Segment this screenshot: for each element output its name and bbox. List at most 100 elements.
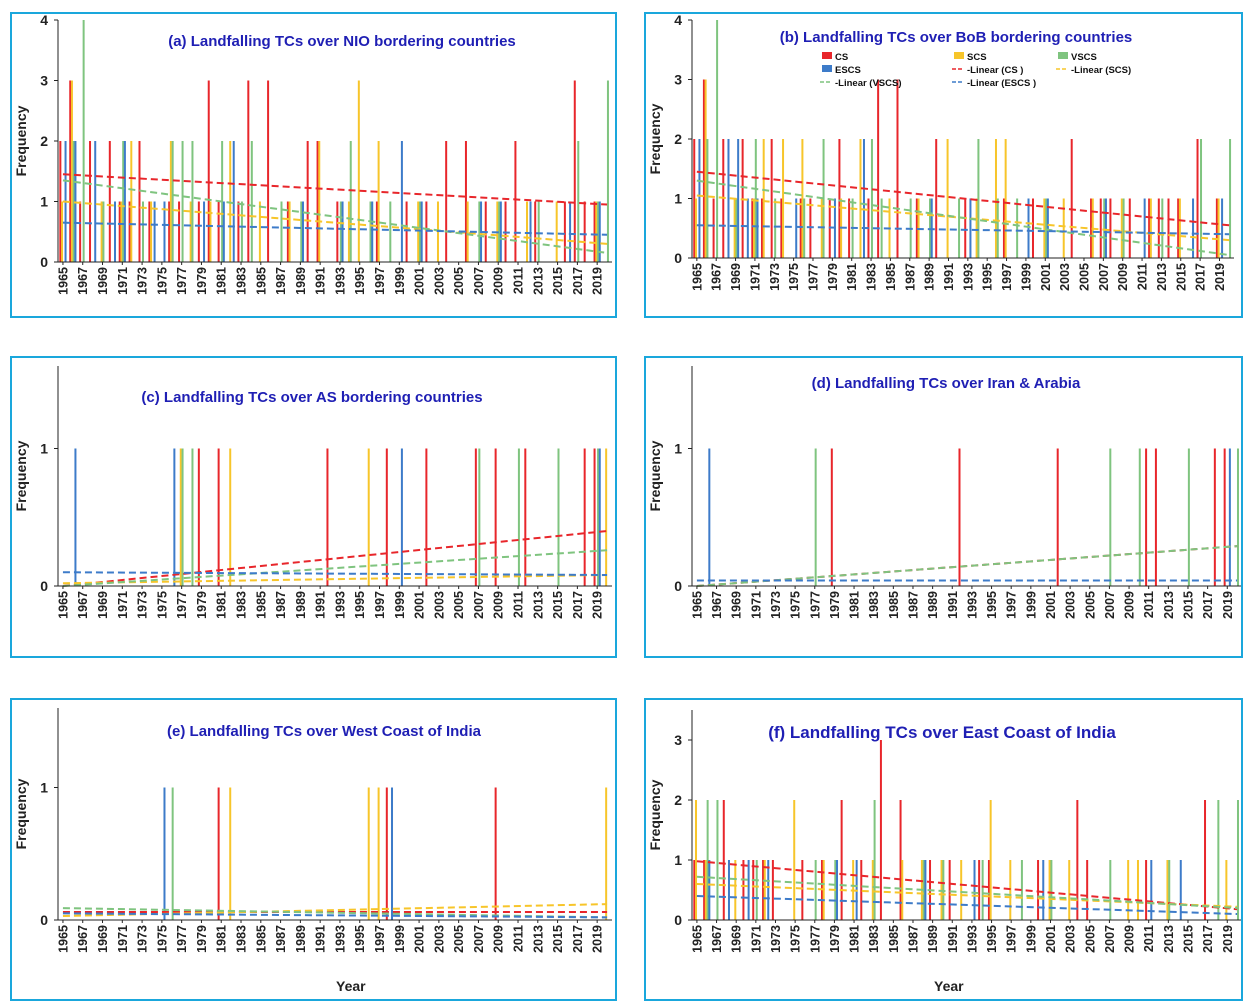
bar-cs bbox=[1177, 198, 1180, 258]
x-tick-label: 1979 bbox=[828, 591, 842, 619]
bar-escs bbox=[1104, 198, 1107, 258]
bar-escs bbox=[153, 201, 156, 262]
bar-escs bbox=[795, 198, 798, 258]
legend-label: -Linear (CS ) bbox=[967, 65, 1023, 76]
x-tick-label: 1975 bbox=[787, 263, 801, 291]
bar-escs bbox=[598, 201, 601, 262]
bar-cs bbox=[69, 80, 72, 262]
x-tick-label: 1999 bbox=[1024, 925, 1038, 953]
bar-cs bbox=[703, 860, 706, 920]
bar-cs bbox=[978, 860, 981, 920]
x-tick-label: 2009 bbox=[1116, 263, 1130, 291]
y-tick-label: 2 bbox=[674, 131, 682, 147]
x-tick-label: 1987 bbox=[906, 591, 920, 619]
bar-cs bbox=[948, 860, 951, 920]
x-tick-label: 1975 bbox=[155, 267, 169, 295]
x-tick-label: 2011 bbox=[512, 267, 526, 294]
bar-vscs bbox=[1109, 860, 1112, 920]
trend-line-cs bbox=[696, 170, 1230, 227]
y-tick-label: 3 bbox=[674, 732, 682, 748]
bar-scs bbox=[975, 198, 978, 258]
x-tick-label: 1999 bbox=[393, 267, 407, 295]
x-tick-label: 1991 bbox=[314, 925, 328, 953]
trend-line-escs bbox=[696, 895, 1238, 915]
chart-title: (e) Landfalling TCs over West Coast of I… bbox=[167, 723, 482, 740]
bar-vscs bbox=[1138, 448, 1141, 586]
bar-escs bbox=[301, 201, 304, 262]
bar-vscs bbox=[171, 141, 174, 262]
y-axis-label: Frequency bbox=[13, 778, 29, 849]
bar-cs bbox=[207, 80, 210, 262]
chart-a: 0 1 2 3 4 1965 1967 1969 1971 1973 1975 1977 1979 198… bbox=[13, 14, 612, 295]
x-tick-label: 1967 bbox=[76, 267, 90, 295]
bar-cs bbox=[742, 860, 745, 920]
bar-vscs bbox=[122, 141, 125, 262]
bar-escs bbox=[747, 860, 750, 920]
bar-escs bbox=[569, 201, 572, 262]
bar-cs bbox=[464, 141, 467, 262]
bar-cs bbox=[237, 201, 240, 262]
x-tick-label: 1997 bbox=[1005, 925, 1019, 953]
x-tick-label: 2011 bbox=[1136, 263, 1150, 290]
bar-escs bbox=[222, 201, 225, 262]
x-tick-label: 1993 bbox=[333, 267, 347, 295]
bar-cs bbox=[760, 198, 763, 258]
x-tick-label: 1967 bbox=[710, 925, 724, 953]
y-tick-label: 4 bbox=[674, 14, 682, 28]
trend-line-vscs bbox=[62, 549, 608, 587]
x-tick-label: 1983 bbox=[235, 925, 249, 953]
bar-cs bbox=[1215, 198, 1218, 258]
bar-cs bbox=[702, 79, 705, 258]
x-tick-label: 1987 bbox=[906, 925, 920, 953]
bar-cs bbox=[780, 198, 783, 258]
bar-cs bbox=[770, 139, 773, 258]
trend-line-scs bbox=[62, 200, 608, 245]
bar-scs bbox=[288, 201, 291, 262]
x-tick-label: 1965 bbox=[690, 925, 704, 953]
legend-swatch-cs bbox=[822, 52, 832, 59]
bar-escs bbox=[1143, 198, 1146, 258]
x-tick-label: 1971 bbox=[116, 267, 130, 295]
bar-escs bbox=[598, 448, 601, 586]
bar-cs bbox=[860, 860, 863, 920]
y-axis-label: Frequency bbox=[13, 105, 29, 176]
x-tick-label: 2017 bbox=[1194, 263, 1208, 291]
bar-escs bbox=[727, 860, 730, 920]
y-tick-label: 0 bbox=[40, 578, 48, 594]
bar-cs bbox=[1031, 198, 1034, 258]
y-tick-label: 0 bbox=[674, 912, 682, 928]
x-tick-label: 1991 bbox=[942, 263, 956, 291]
legend-label: -Linear (VSCS) bbox=[835, 78, 902, 89]
x-tick-label: 1965 bbox=[56, 591, 70, 619]
trend-line-vscs bbox=[696, 875, 1238, 909]
bar-cs bbox=[494, 787, 497, 920]
x-tick-label: 1993 bbox=[961, 263, 975, 291]
bar-cs bbox=[593, 201, 596, 262]
bar-vscs bbox=[1122, 198, 1125, 258]
bar-vscs bbox=[606, 80, 609, 262]
bar-cs bbox=[762, 860, 765, 920]
bar-cs bbox=[879, 740, 882, 920]
x-tick-label: 2017 bbox=[571, 267, 585, 295]
bar-escs bbox=[973, 860, 976, 920]
bar-cs bbox=[987, 860, 990, 920]
x-tick-label: 1983 bbox=[867, 925, 881, 953]
bar-escs bbox=[924, 860, 927, 920]
x-tick-label: 1981 bbox=[848, 591, 862, 619]
bar-cs bbox=[168, 201, 171, 262]
bar-cs bbox=[385, 787, 388, 920]
bar-vscs bbox=[1229, 139, 1232, 258]
x-tick-label: 1977 bbox=[175, 591, 189, 619]
bar-scs bbox=[1120, 198, 1123, 258]
x-tick-label: 2019 bbox=[1221, 925, 1235, 953]
bar-cs bbox=[108, 141, 111, 262]
bar-vscs bbox=[517, 448, 520, 586]
bar-escs bbox=[1027, 198, 1030, 258]
bar-scs bbox=[1004, 139, 1007, 258]
bar-cs bbox=[809, 198, 812, 258]
bar-escs bbox=[1042, 860, 1045, 920]
bar-vscs bbox=[1020, 860, 1023, 920]
bar-cs bbox=[1076, 800, 1079, 920]
x-tick-label: 1973 bbox=[136, 591, 150, 619]
chart-title: (f) Landfalling TCs over East Coast of I… bbox=[768, 723, 1116, 742]
